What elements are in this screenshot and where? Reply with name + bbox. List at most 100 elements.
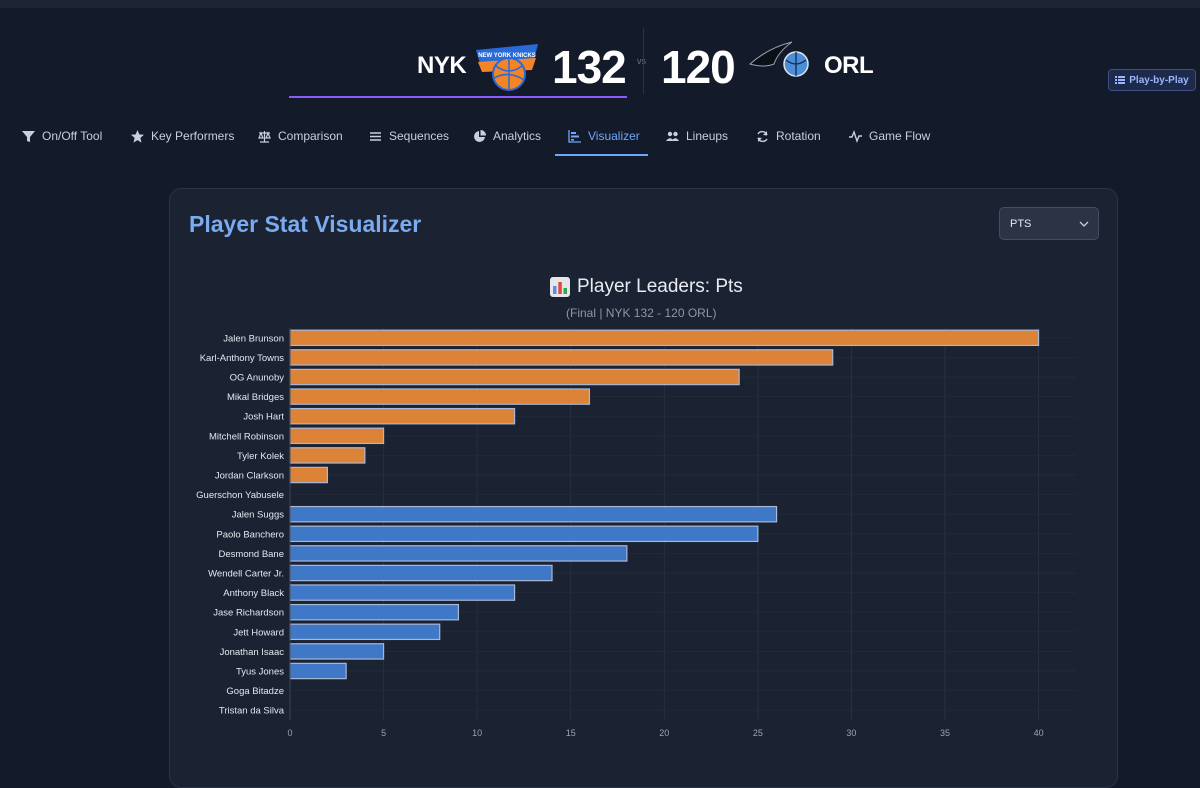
- y-tick-label: Jalen Suggs: [232, 510, 285, 521]
- home-score: 132: [552, 41, 627, 93]
- tab-analytics[interactable]: Analytics: [473, 116, 541, 156]
- bar-tyler-kolek[interactable]: [289, 447, 366, 464]
- filter-icon: [22, 130, 35, 142]
- bar-jett-howard[interactable]: [289, 623, 441, 641]
- bar-jonathan-isaac[interactable]: [289, 643, 385, 660]
- x-tick-label: 15: [566, 728, 576, 738]
- tab-label: On/Off Tool: [42, 129, 103, 143]
- bar-wendell-carter-jr-[interactable]: [289, 564, 553, 582]
- pulse-icon: [849, 129, 862, 143]
- y-tick-label: Paolo Banchero: [216, 529, 284, 540]
- x-tick-label: 25: [753, 728, 763, 738]
- users-icon: [666, 131, 679, 141]
- y-tick-label: Mitchell Robinson: [209, 431, 284, 442]
- y-tick-label: Tyler Kolek: [237, 451, 284, 462]
- tab-game-flow[interactable]: Game Flow: [849, 116, 930, 156]
- tab-visualizer[interactable]: Visualizer: [568, 116, 640, 156]
- bar-mikal-bridges[interactable]: [289, 388, 591, 405]
- y-tick-label: Wendell Carter Jr.: [208, 569, 284, 580]
- x-tick-label: 10: [472, 728, 482, 738]
- bar-jase-richardson[interactable]: [289, 603, 460, 621]
- visualizer-card: [169, 188, 1118, 788]
- bar-paolo-banchero[interactable]: [289, 525, 759, 543]
- tab-rotation[interactable]: Rotation: [756, 116, 821, 156]
- bar-desmond-bane[interactable]: [289, 545, 628, 562]
- bar-og-anunoby[interactable]: [289, 368, 740, 386]
- y-tick-label: OG Anunoby: [230, 373, 285, 384]
- y-tick-label: Mikal Bridges: [227, 392, 284, 403]
- vs-label: vs: [637, 56, 646, 66]
- chart-title: Player Leaders: Pts: [577, 276, 743, 297]
- x-tick-label: 35: [940, 728, 950, 738]
- top-strip: [0, 0, 1200, 8]
- away-score: 120: [661, 41, 736, 93]
- y-tick-label: Jonathan Isaac: [220, 647, 285, 658]
- knicks-logo-text: NEW YORK KNICKS: [478, 53, 536, 59]
- tab-lineups[interactable]: Lineups: [666, 116, 728, 156]
- tab-label: Rotation: [776, 129, 821, 143]
- tab-on-off-tool[interactable]: On/Off Tool: [22, 116, 102, 156]
- y-tick-label: Desmond Bane: [219, 549, 284, 560]
- tab-label: Analytics: [493, 129, 542, 143]
- tab-label: Game Flow: [869, 129, 931, 143]
- x-tick-label: 5: [381, 728, 386, 738]
- score-divider: [643, 28, 644, 94]
- knicks-logo: NEW YORK KNICKS: [476, 44, 538, 91]
- y-tick-label: Jalen Brunson: [223, 333, 284, 344]
- away-team-abbr: ORL: [824, 52, 874, 79]
- magic-logo: [748, 41, 809, 77]
- scale-icon: [258, 130, 271, 143]
- chart-subtitle: (Final | NYK 132 - 120 ORL): [566, 306, 717, 320]
- bar-karl-anthony-towns[interactable]: [289, 349, 834, 366]
- bar-josh-hart[interactable]: [289, 407, 516, 425]
- home-team-underline: [289, 96, 627, 98]
- stat-select[interactable]: PTS: [999, 207, 1099, 240]
- home-team-abbr: NYK: [417, 52, 467, 79]
- play-by-play-button[interactable]: Play-by-Play: [1108, 69, 1196, 91]
- y-tick-label: Jett Howard: [233, 627, 284, 638]
- rotate-icon: [757, 130, 768, 142]
- y-tick-label: Tristan da Silva: [219, 706, 285, 717]
- tab-label: Key Performers: [151, 129, 235, 143]
- active-tab-indicator: [555, 154, 648, 156]
- tab-label: Comparison: [278, 129, 343, 143]
- player-leaders-chart: 0 5 10 15 20 25 30 35 40 Jalen Brunson Karl-Anthon…: [196, 328, 1044, 738]
- chevron-down-icon: [1079, 221, 1089, 227]
- y-tick-label: Guerschon Yabusele: [196, 490, 284, 501]
- bar-jalen-suggs[interactable]: [289, 505, 778, 523]
- bar-jalen-brunson[interactable]: [289, 329, 1040, 347]
- x-tick-label: 0: [287, 728, 292, 738]
- x-tick-label: 30: [846, 728, 856, 738]
- stat-select-value: PTS: [1010, 217, 1032, 230]
- bar-chart-emoji-icon: [550, 277, 570, 297]
- bar-jordan-clarkson[interactable]: [289, 466, 329, 484]
- bar-anthony-black[interactable]: [289, 584, 516, 601]
- tab-sequences[interactable]: Sequences: [369, 116, 449, 156]
- y-tick-label: Jase Richardson: [213, 608, 284, 619]
- tab-comparison[interactable]: Comparison: [258, 116, 343, 156]
- y-tick-label: Josh Hart: [243, 412, 284, 423]
- x-tick-label: 40: [1034, 728, 1044, 738]
- y-tick-label: Jordan Clarkson: [215, 471, 284, 482]
- card-title: Player Stat Visualizer: [189, 211, 422, 237]
- bar-chart-icon: [568, 129, 581, 143]
- list-icon: [370, 131, 381, 141]
- bar-mitchell-robinson[interactable]: [289, 427, 385, 445]
- tab-label: Sequences: [389, 129, 450, 143]
- score-header: NYK NEW YORK KNICKS 132 vs 120 ORL Play-…: [0, 8, 1200, 116]
- y-tick-label: Anthony Black: [223, 588, 284, 599]
- tab-label: Lineups: [686, 129, 729, 143]
- star-icon: [131, 129, 144, 143]
- y-tick-label: Karl-Anthony Towns: [200, 353, 285, 364]
- bar-tyus-jones[interactable]: [289, 662, 347, 680]
- y-tick-label: Tyus Jones: [236, 667, 284, 678]
- tab-label: Visualizer: [588, 129, 640, 143]
- chart-title-wrap: Player Leaders: Pts: [550, 276, 743, 298]
- pie-chart-icon: [474, 129, 486, 142]
- play-by-play-label: Play-by-Play: [1129, 74, 1189, 86]
- tab-bar: On/Off Tool Key Performers Comparison Se…: [0, 116, 1200, 156]
- tab-key-performers[interactable]: Key Performers: [131, 116, 234, 156]
- y-tick-label: Goga Bitadze: [226, 686, 284, 697]
- list-icon: [1115, 76, 1126, 84]
- x-tick-label: 20: [659, 728, 669, 738]
